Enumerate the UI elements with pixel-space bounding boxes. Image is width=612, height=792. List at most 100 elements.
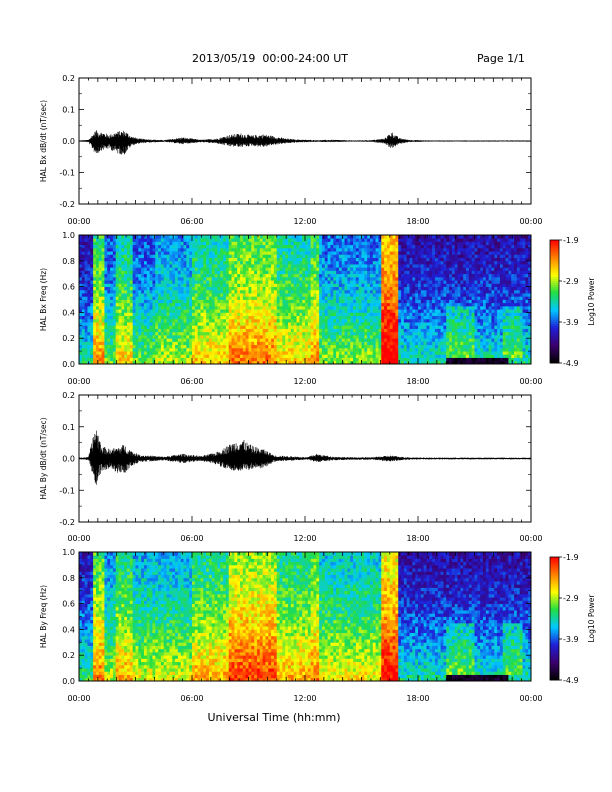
heatmap-cell: [302, 312, 306, 317]
heatmap-cell: [341, 338, 345, 342]
heatmap-cell: [327, 296, 331, 300]
heatmap-cell: [203, 351, 207, 355]
heatmap-cell: [389, 341, 393, 346]
heatmap-cell: [273, 235, 278, 239]
heatmap-cell: [160, 244, 165, 249]
heatmap-cell: [186, 347, 190, 352]
heatmap-cell: [101, 289, 105, 294]
heatmap-cell: [118, 254, 122, 258]
heatmap-cell: [327, 318, 331, 323]
heatmap-cell: [143, 247, 148, 252]
heatmap-cell: [321, 334, 326, 339]
heatmap-cell: [141, 354, 145, 358]
heatmap-cell: [160, 283, 165, 288]
heatmap-cell: [409, 347, 413, 352]
heatmap-cell: [367, 267, 371, 271]
heatmap-cell: [234, 315, 238, 320]
heatmap-cell: [276, 309, 280, 313]
heatmap-cell: [256, 318, 261, 323]
heatmap-cell: [268, 276, 272, 281]
heatmap-cell: [324, 334, 328, 339]
heatmap-cell: [129, 267, 134, 271]
heatmap-cell: [256, 315, 261, 320]
heatmap-cell: [124, 312, 128, 317]
heatmap-cell: [310, 344, 314, 349]
heatmap-cell: [418, 283, 422, 288]
heatmap-cell: [90, 273, 94, 278]
heatmap-cell: [401, 334, 405, 339]
heatmap-cell: [316, 283, 320, 288]
heatmap-cell: [90, 347, 94, 352]
heatmap-cell: [180, 325, 184, 329]
heatmap-cell: [372, 318, 377, 323]
heatmap-cell: [240, 267, 244, 271]
heatmap-cell: [206, 325, 210, 329]
heatmap-cell: [313, 354, 317, 358]
heatmap-cell: [129, 254, 134, 258]
heatmap-cell: [285, 260, 289, 265]
heatmap-cell: [129, 235, 134, 239]
heatmap-cell: [127, 322, 131, 326]
heatmap-cell: [93, 305, 97, 310]
heatmap-cell: [344, 360, 348, 365]
heatmap-cell: [265, 238, 269, 242]
heatmap-cell: [237, 302, 241, 307]
heatmap-cell: [350, 331, 354, 336]
heatmap-cell: [251, 267, 255, 271]
heatmap-cell: [330, 280, 334, 284]
heatmap-cell: [406, 286, 410, 291]
heatmap-cell: [403, 235, 408, 239]
heatmap-cell: [107, 299, 111, 304]
heatmap-cell: [319, 247, 323, 252]
heatmap-cell: [406, 257, 410, 262]
heatmap-cell: [87, 331, 91, 336]
heatmap-cell: [110, 273, 114, 278]
heatmap-cell: [344, 247, 348, 252]
heatmap-cell: [214, 247, 218, 252]
heatmap-cell: [177, 247, 182, 252]
heatmap-cell: [285, 325, 289, 329]
heatmap-cell: [299, 289, 303, 294]
heatmap-cell: [259, 341, 264, 346]
heatmap-cell: [353, 276, 357, 281]
heatmap-cell: [169, 260, 173, 265]
heatmap-cell: [84, 351, 88, 355]
heatmap-cell: [415, 260, 419, 265]
heatmap-cell: [285, 264, 289, 268]
heatmap-cell: [220, 305, 224, 310]
heatmap-cell: [177, 293, 182, 297]
heatmap-cell: [355, 270, 360, 275]
heatmap-cell: [310, 247, 314, 252]
heatmap-cell: [288, 309, 292, 313]
heatmap-cell: [121, 254, 125, 258]
heatmap-cell: [418, 318, 422, 323]
heatmap-cell: [299, 251, 303, 255]
heatmap-cell: [127, 283, 131, 288]
heatmap-cell: [101, 341, 105, 346]
heatmap-cell: [330, 318, 334, 323]
heatmap-cell: [302, 331, 306, 336]
heatmap-cell: [319, 328, 323, 333]
heatmap-cell: [409, 312, 413, 317]
heatmap-cell: [183, 235, 187, 239]
heatmap-cell: [141, 328, 145, 333]
heatmap-cell: [254, 354, 258, 358]
heatmap-cell: [353, 273, 357, 278]
heatmap-cell: [375, 322, 379, 326]
heatmap-cell: [141, 260, 145, 265]
heatmap-cell: [336, 257, 340, 262]
heatmap-cell: [121, 241, 125, 246]
heatmap-cell: [152, 338, 156, 342]
heatmap-cell: [369, 299, 374, 304]
heatmap-cell: [262, 251, 266, 255]
heatmap-cell: [290, 318, 295, 323]
heatmap-cell: [101, 334, 105, 339]
heatmap-cell: [175, 312, 179, 317]
heatmap-cell: [118, 241, 122, 246]
heatmap-cell: [409, 238, 413, 242]
heatmap-cell: [251, 244, 255, 249]
heatmap-cell: [203, 354, 207, 358]
heatmap-cell: [381, 286, 385, 291]
heatmap-cell: [192, 276, 196, 281]
heatmap-cell: [341, 264, 345, 268]
